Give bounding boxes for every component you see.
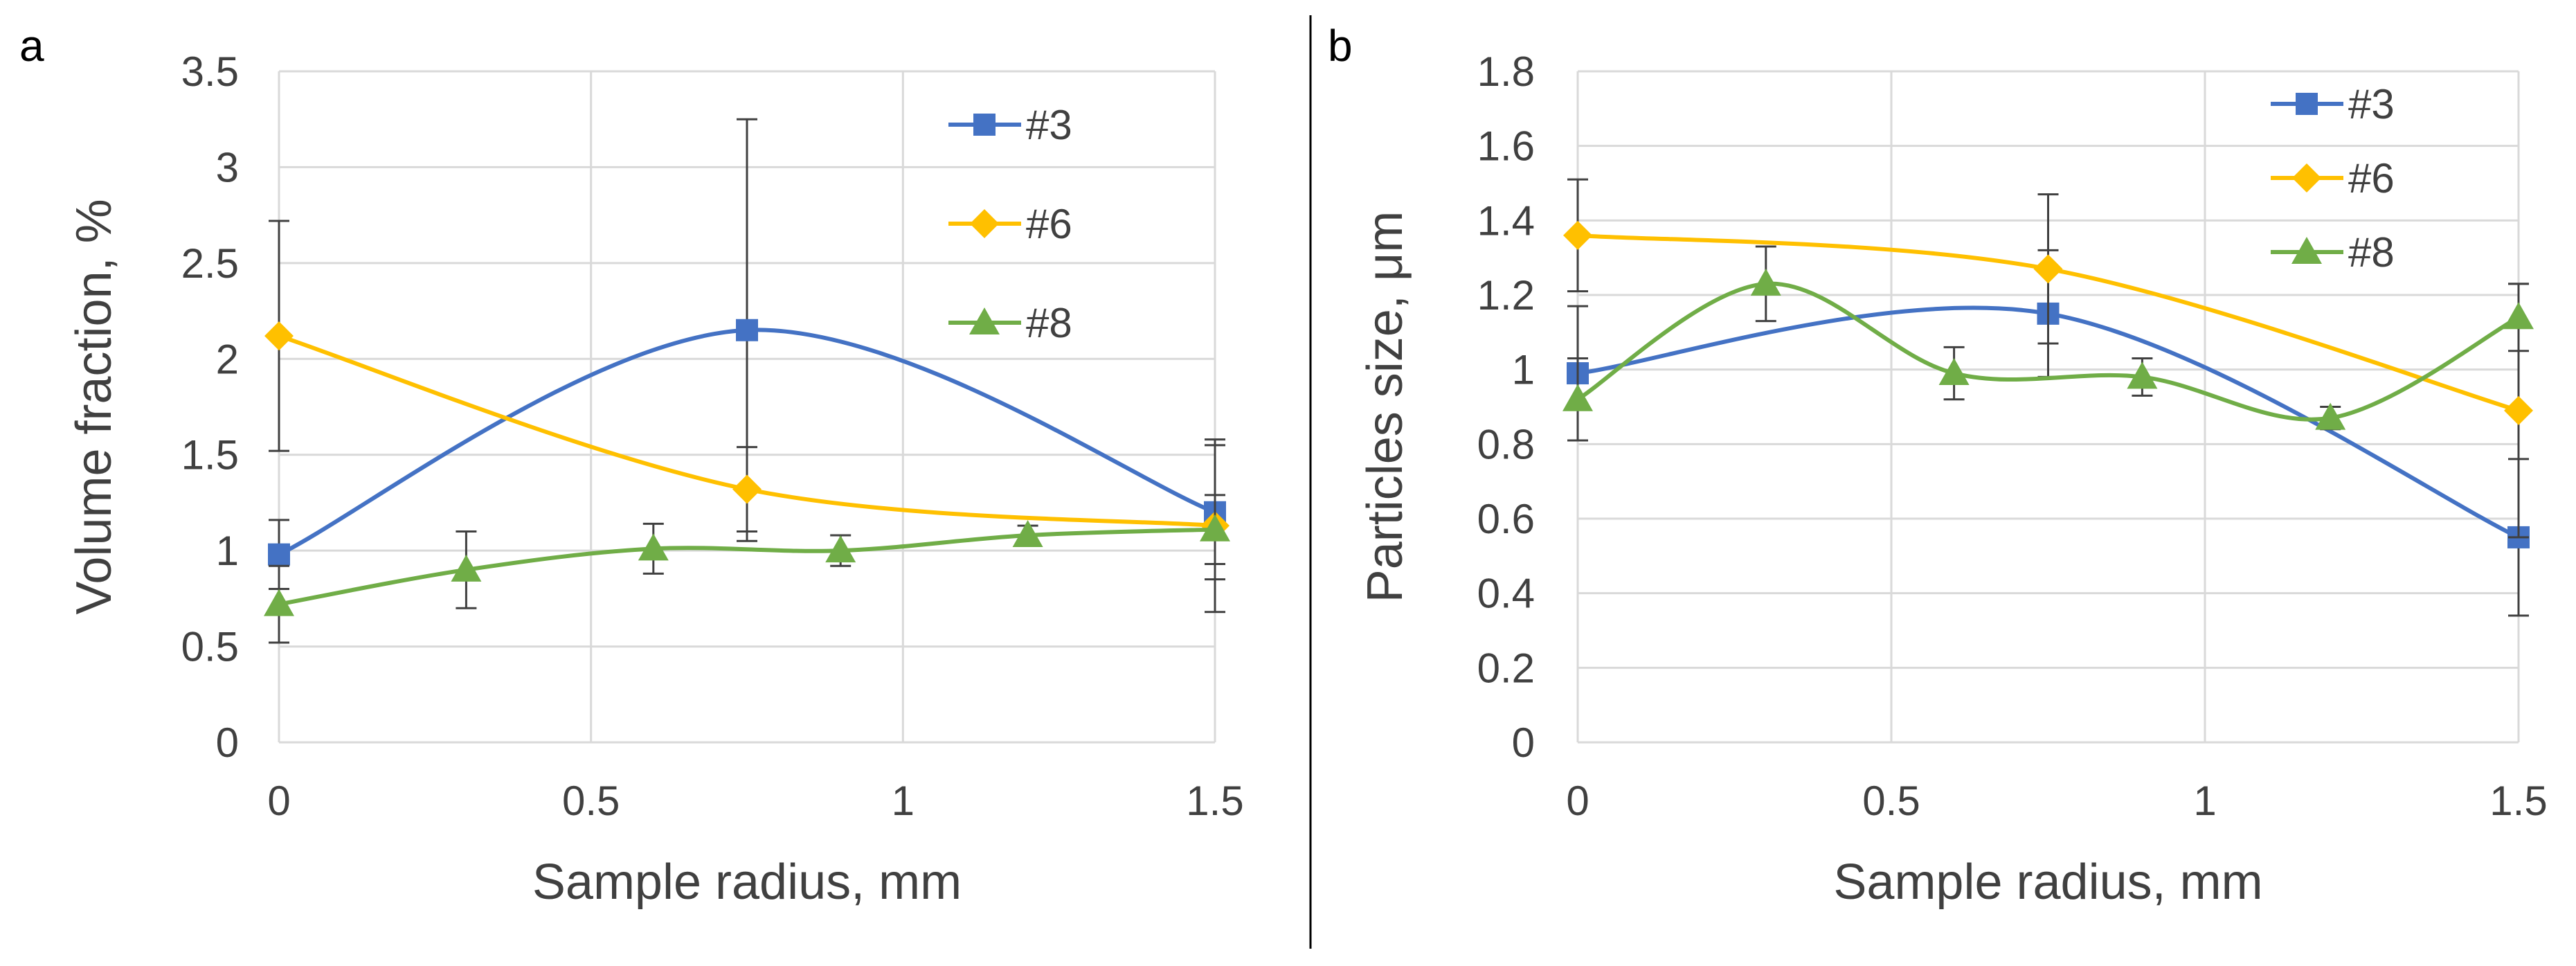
x-axis-title: Sample radius, mm: [532, 855, 962, 910]
y-tick-label: 2.5: [181, 240, 239, 287]
data-point: [264, 589, 294, 616]
data-point: [825, 535, 856, 563]
y-tick-label: 1: [1512, 347, 1535, 393]
series-n8: [264, 494, 1230, 644]
legend-label: #3: [2348, 81, 2395, 127]
legend-label: #3: [1026, 102, 1072, 148]
y-tick-label: 1.8: [1477, 48, 1535, 95]
y-tick-label: 0.4: [1477, 571, 1535, 617]
x-tick-label: 1: [892, 778, 915, 824]
y-tick-label: 1: [216, 528, 239, 574]
y-tick-label: 2: [216, 336, 239, 382]
x-tick-label: 0.5: [1862, 778, 1920, 824]
series-line: [277, 527, 1217, 607]
data-point: [1012, 519, 1043, 547]
chart-panel-a: a 0 0.5 1 1.5 2 2.5 3 3.5 0 0.5 1 1.5 Sample radius, …: [19, 21, 1244, 910]
data-point: [1563, 220, 1592, 250]
legend-marker: [969, 307, 1000, 334]
data-point: [2504, 395, 2533, 425]
data-point: [2315, 402, 2346, 430]
legend-marker: [2292, 163, 2321, 193]
y-tick-label: 0.8: [1477, 421, 1535, 467]
x-tick-label: 1: [2193, 778, 2216, 824]
x-axis-title: Sample radius, mm: [1833, 855, 2262, 910]
data-point: [732, 474, 762, 504]
y-axis-title: Volume fraction, %: [66, 199, 122, 614]
y-tick-label: 0.5: [181, 624, 239, 670]
series-n8: [1562, 245, 2534, 442]
y-tick-label: 0: [216, 719, 239, 766]
chart-panel-b: b 0 0.2 0.4 0.6 0.8 1 1.2 1.4 1.6 1.8 0 0.5 1 1.5 Sampl…: [1328, 21, 2548, 910]
x-tick-label: 0: [267, 778, 290, 824]
legend-entry: #8: [2271, 229, 2395, 276]
y-tick-label: 1.5: [181, 432, 239, 478]
legend-marker: [2296, 93, 2318, 115]
legend-marker: [2291, 237, 2322, 264]
legend-entry: #8: [948, 300, 1072, 346]
legend-entry: #3: [2271, 81, 2395, 127]
legend-label: #6: [1026, 201, 1072, 247]
data-point: [264, 321, 294, 351]
panel-label: a: [19, 21, 44, 71]
legend-label: #8: [2348, 229, 2395, 276]
y-tick-label: 1.2: [1477, 272, 1535, 319]
y-tick-label: 3: [216, 144, 239, 190]
y-tick-label: 0: [1512, 719, 1535, 766]
x-tick-label: 1.5: [1186, 778, 1243, 824]
legend-label: #8: [1026, 300, 1072, 346]
y-tick-label: 0.2: [1477, 645, 1535, 691]
legend-entry: #6: [2271, 155, 2395, 202]
y-tick-label: 1.4: [1477, 197, 1535, 244]
x-tick-label: 0.5: [562, 778, 620, 824]
data-point: [736, 319, 758, 341]
legend-label: #6: [2348, 155, 2395, 202]
series-line: [1576, 281, 2521, 422]
y-tick-label: 3.5: [181, 48, 239, 95]
y-tick-label: 1.6: [1477, 123, 1535, 170]
data-point: [1562, 384, 1593, 411]
x-tick-label: 1.5: [2489, 778, 2547, 824]
data-point: [638, 533, 669, 561]
legend-entry: #6: [948, 201, 1072, 247]
data-point: [268, 543, 290, 566]
legend-marker: [973, 114, 996, 136]
data-point: [1938, 358, 1970, 386]
panel-label: b: [1328, 21, 1353, 71]
data-point: [2503, 302, 2534, 330]
data-point: [2033, 254, 2063, 284]
y-tick-label: 0.6: [1477, 496, 1535, 542]
data-point: [451, 554, 482, 582]
data-point: [1750, 268, 1781, 296]
x-tick-label: 0: [1566, 778, 1589, 824]
legend-marker: [970, 209, 999, 238]
y-axis-title: Particles size, μm: [1358, 211, 1413, 603]
legend-entry: #3: [948, 102, 1072, 148]
data-point: [1200, 514, 1230, 542]
series-n6: [1563, 178, 2533, 539]
data-point: [2127, 361, 2158, 389]
